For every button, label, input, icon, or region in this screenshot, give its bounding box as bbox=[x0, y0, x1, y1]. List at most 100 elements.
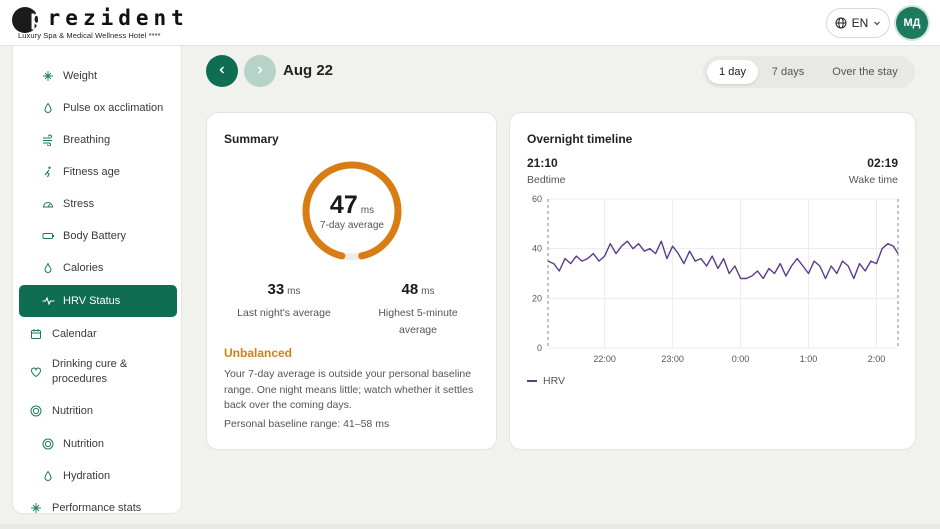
baseline-range: Personal baseline range: 41–58 ms bbox=[224, 418, 390, 430]
calendar-icon bbox=[29, 327, 43, 341]
sidebar-item-fitness-age[interactable]: Fitness age bbox=[19, 156, 177, 188]
logo-circle bbox=[12, 7, 38, 33]
pulse-icon bbox=[41, 294, 55, 308]
timeline-title: Overnight timeline bbox=[527, 132, 633, 146]
sidebar-item-hrv-status[interactable]: HRV Status bbox=[19, 285, 177, 317]
unit-label: ms bbox=[360, 205, 375, 216]
sidebar-item-label: Stress bbox=[63, 198, 95, 210]
wake-time-caption: Wake time bbox=[848, 174, 898, 186]
gauge-fill-arc bbox=[302, 161, 402, 261]
highest-caption: Highest 5-minute average bbox=[378, 307, 458, 336]
current-date: Aug 22 bbox=[283, 62, 334, 79]
battery-icon bbox=[41, 229, 55, 243]
sidebar-item-performance-stats[interactable]: Performance stats bbox=[19, 492, 177, 514]
flame-icon bbox=[41, 261, 55, 275]
gauge-value: 47 ms bbox=[300, 191, 404, 220]
gauge-icon bbox=[41, 197, 55, 211]
sidebar-item-label: Breathing bbox=[63, 134, 111, 146]
language-selector[interactable]: EN bbox=[826, 8, 890, 38]
x-tick-label: 0:00 bbox=[732, 354, 750, 364]
user-avatar[interactable]: МД bbox=[896, 7, 928, 39]
language-label: EN bbox=[851, 16, 869, 30]
last-night-value: 33 bbox=[267, 281, 285, 298]
chevron-left-icon bbox=[217, 62, 227, 80]
sidebar-item-weight[interactable]: Weight bbox=[19, 60, 177, 92]
legend-label: HRV bbox=[543, 375, 565, 387]
sidebar-item-drinking-cure[interactable]: Drinking cure & procedures bbox=[19, 352, 177, 392]
runner-icon bbox=[41, 165, 55, 179]
y-tick-label: 20 bbox=[532, 293, 542, 303]
sidebar-item-body-battery[interactable]: Body Battery bbox=[19, 220, 177, 252]
sidebar-item-label: Calories bbox=[63, 262, 104, 274]
range-over-the-stay[interactable]: Over the stay bbox=[832, 66, 898, 78]
chevron-down-icon bbox=[873, 19, 881, 27]
sidebar-item-label: Weight bbox=[63, 70, 98, 82]
sidebar-item-label: Nutrition bbox=[63, 438, 104, 450]
sparkle-icon bbox=[29, 501, 43, 513]
top-header: prezident Luxury Spa & Medical Wellness … bbox=[0, 0, 940, 46]
hrv-series-line bbox=[547, 240, 899, 280]
previous-day-button[interactable] bbox=[206, 55, 238, 87]
sidebar-item-calories[interactable]: Calories bbox=[19, 252, 177, 284]
wake-time-value: 02:19 bbox=[867, 156, 898, 170]
x-tick-label: 22:00 bbox=[593, 354, 616, 364]
highest-value: 48 bbox=[401, 281, 419, 298]
sidebar-item-label: Pulse ox acclimation bbox=[63, 102, 164, 114]
sidebar-item-nutrition[interactable]: Nutrition bbox=[19, 428, 177, 460]
status-description: Your 7-day average is outside your perso… bbox=[224, 368, 474, 411]
legend-swatch bbox=[527, 380, 537, 382]
x-tick-label: 1:00 bbox=[800, 354, 818, 364]
droplet-icon bbox=[41, 101, 55, 115]
range-7-days[interactable]: 7 days bbox=[771, 66, 805, 78]
hrv-gauge bbox=[302, 161, 402, 261]
y-tick-label: 0 bbox=[537, 343, 542, 353]
sidebar-item-hydration[interactable]: Hydration bbox=[19, 460, 177, 492]
y-tick-label: 40 bbox=[532, 244, 542, 254]
summary-card: Summary 47 ms 7-day average 33 ms Last nig… bbox=[206, 112, 497, 450]
logo-first-letter: p bbox=[30, 6, 48, 30]
sidebar-item-calendar[interactable]: Calendar bbox=[19, 318, 177, 350]
globe-icon bbox=[835, 17, 847, 29]
sidebar-item-breathing[interactable]: Breathing bbox=[19, 124, 177, 156]
scale-icon bbox=[41, 69, 55, 83]
bedtime-value: 21:10 bbox=[527, 156, 558, 170]
bedtime-caption: Bedtime bbox=[527, 174, 566, 186]
hrv-line-chart: 60 40 20 0 22:00 23:00 0:00 1:00 2:00 bbox=[532, 194, 899, 364]
sidebar-item-label: Fitness age bbox=[63, 166, 120, 178]
sidebar: Weight Pulse ox acclimation Breathing Fi… bbox=[12, 46, 182, 514]
hrv-status-label: Unbalanced bbox=[224, 346, 293, 360]
sidebar-item-label: Performance stats bbox=[52, 502, 142, 514]
summary-title: Summary bbox=[224, 132, 279, 146]
heart-icon bbox=[29, 365, 43, 379]
x-tick-label: 23:00 bbox=[661, 354, 684, 364]
seven-day-average-caption: 7-day average bbox=[320, 220, 384, 231]
sidebar-item-label: Calendar bbox=[52, 328, 97, 340]
last-night-stat: 33 ms Last night's average bbox=[214, 281, 354, 322]
droplet-icon bbox=[41, 469, 55, 483]
next-day-button[interactable] bbox=[244, 55, 276, 87]
sidebar-item-label: Body Battery bbox=[63, 230, 126, 242]
timeline-card: Overnight timeline 21:10 Bedtime 02:19 W… bbox=[509, 112, 916, 450]
logo-wordmark: prezident bbox=[30, 6, 189, 30]
seven-day-average-value: 47 bbox=[329, 191, 358, 219]
target-icon bbox=[29, 404, 43, 418]
chart-legend: HRV bbox=[527, 375, 565, 387]
sidebar-item-nutrition-group[interactable]: Nutrition bbox=[19, 395, 177, 427]
wind-icon bbox=[41, 133, 55, 147]
last-night-caption: Last night's average bbox=[237, 307, 331, 319]
sidebar-item-label: HRV Status bbox=[63, 295, 121, 307]
range-selector: 1 day 7 days Over the stay bbox=[703, 56, 915, 88]
sidebar-item-stress[interactable]: Stress bbox=[19, 188, 177, 220]
footer-divider bbox=[0, 524, 940, 529]
y-tick-label: 60 bbox=[532, 194, 542, 204]
sidebar-item-label: Nutrition bbox=[52, 405, 93, 417]
logo-subtitle: Luxury Spa & Medical Wellness Hotel **** bbox=[18, 31, 161, 40]
hotel-logo[interactable]: prezident Luxury Spa & Medical Wellness … bbox=[12, 6, 184, 42]
x-tick-label: 2:00 bbox=[868, 354, 886, 364]
range-1-day[interactable]: 1 day bbox=[707, 60, 758, 84]
unit-label: ms bbox=[421, 286, 435, 297]
chevron-right-icon bbox=[255, 62, 265, 80]
unit-label: ms bbox=[287, 286, 301, 297]
sidebar-item-pulse-ox[interactable]: Pulse ox acclimation bbox=[19, 92, 177, 124]
highest-stat: 48 ms Highest 5-minute average bbox=[348, 281, 488, 339]
